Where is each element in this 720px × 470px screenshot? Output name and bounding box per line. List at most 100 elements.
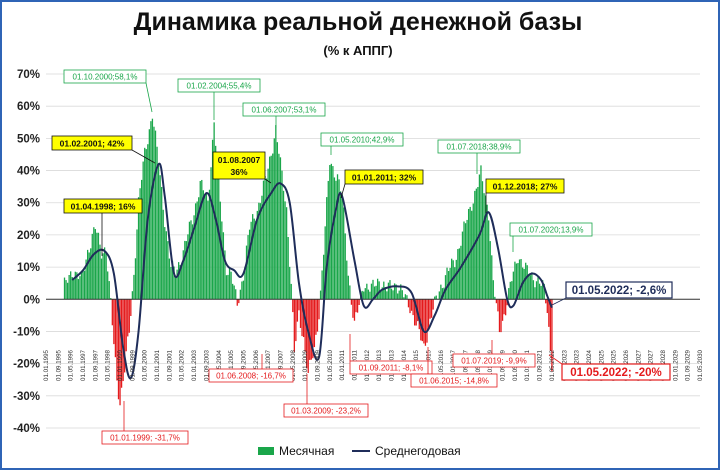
monthly-bar (324, 226, 326, 300)
monthly-bar (380, 290, 382, 300)
monthly-bar (375, 285, 377, 300)
annotation-leader (145, 82, 153, 113)
annotation-text: 01.02.2004;55,4% (187, 82, 252, 91)
monthly-bar (264, 176, 266, 300)
annotation-yellow: 01.08.2007 36% (212, 151, 272, 184)
monthly-bar (154, 130, 157, 300)
monthly-bar (430, 299, 433, 318)
monthly-bar (228, 268, 231, 300)
monthly-bar (376, 278, 379, 300)
annotation-text: 01.01.2011; 32% (352, 173, 417, 183)
monthly-bar (353, 299, 356, 321)
annotation-box (101, 430, 189, 445)
monthly-bar (343, 207, 345, 300)
monthly-bar (66, 282, 69, 300)
monthly-bar (543, 283, 545, 300)
monthly-bar (150, 121, 152, 300)
monthly-bar (144, 147, 146, 300)
annotation-text: 01.07.2018;38,9% (447, 143, 512, 152)
monthly-bar (386, 291, 388, 300)
monthly-bar (102, 253, 104, 300)
monthly-bar (90, 248, 92, 300)
monthly-bar (171, 260, 174, 300)
monthly-bar (127, 299, 129, 337)
monthly-bar (74, 271, 76, 300)
monthly-bar (471, 210, 473, 300)
annotation-red: 01.06.2015; -14,8% (410, 347, 498, 388)
x-tick-label: 01.05.1998 (105, 349, 112, 381)
x-tick-label: 01.01.2005 (228, 349, 235, 381)
monthly-bar (321, 270, 323, 300)
monthly-bar (202, 190, 204, 300)
chart-title: Динамика реальной денежной базы (133, 8, 583, 36)
monthly-bar (222, 232, 225, 300)
x-tick-label: 01.05.2002 (179, 349, 186, 381)
monthly-bar (327, 180, 329, 300)
monthly-bar (503, 299, 505, 315)
monthly-bar (281, 170, 283, 300)
monthly-bar (415, 299, 417, 326)
monthly-bar (156, 146, 158, 300)
monthly-bar (534, 287, 536, 300)
monthly-bar (182, 250, 184, 300)
monthly-bar (235, 289, 237, 300)
monthly-bar (393, 283, 396, 300)
monthly-bar (505, 299, 507, 316)
annotation-box (410, 373, 498, 388)
monthly-bar (208, 189, 211, 300)
monthly-bar (99, 244, 101, 300)
monthly-bar (540, 285, 542, 300)
monthly-bar (238, 299, 240, 304)
monthly-bar (346, 260, 348, 300)
x-tick-label: 01.09.1997 (92, 349, 99, 381)
monthly-bar (523, 268, 525, 300)
monthly-bar (528, 275, 530, 300)
monthly-bar (335, 180, 337, 300)
x-tick-label: 01.05.1996 (68, 349, 75, 381)
monthly-bar (267, 168, 269, 300)
annotation-text: 01.04.1998; 16% (71, 202, 136, 212)
monthly-bar (86, 249, 89, 300)
annotation-green: 01.06.2007;53,1% (242, 102, 326, 128)
monthly-bar (224, 250, 226, 300)
monthly-bar (136, 229, 138, 300)
monthly-bar (410, 299, 413, 311)
monthly-bar (275, 125, 277, 300)
monthly-bar (63, 277, 66, 300)
annotation-text: 01.01.1999; -31,7% (110, 434, 180, 443)
monthly-bar (423, 299, 425, 344)
monthly-bar (255, 220, 257, 300)
annotation-green: 01.07.2020;13,9% (509, 222, 593, 252)
annotation-green: 01.10.2000;58,1% (63, 69, 153, 113)
monthly-bar (162, 209, 164, 300)
annotation-leader (548, 354, 563, 365)
monthly-bar (287, 236, 289, 300)
y-tick-label: -30% (13, 391, 40, 403)
monthly-bar (319, 290, 322, 300)
monthly-bar (252, 214, 254, 300)
monthly-bar (188, 221, 191, 300)
monthly-bar (477, 187, 479, 300)
monthly-bar (356, 299, 359, 313)
monthly-bar (333, 177, 336, 300)
monthly-bar (185, 241, 188, 300)
x-tick-label: 01.09.2009 (314, 349, 321, 381)
annotation-yellow: 01.01.2011; 32% (340, 169, 424, 199)
monthly-bar (403, 297, 405, 300)
monthly-bar (538, 283, 541, 300)
monthly-bar (455, 259, 457, 300)
monthly-bar (440, 284, 442, 300)
monthly-bar (306, 299, 308, 369)
monthly-bar (313, 299, 316, 348)
monthly-bar (276, 142, 279, 300)
monthly-bar (336, 174, 339, 300)
monthly-bar (201, 179, 203, 300)
x-tick-label: 01.01.2029 (672, 349, 679, 381)
monthly-bar (421, 299, 424, 342)
monthly-bar (367, 289, 370, 300)
monthly-bar (483, 193, 485, 300)
monthly-bar (256, 210, 258, 300)
monthly-bar (295, 299, 297, 342)
annotation-box (242, 102, 326, 117)
monthly-bar (407, 299, 410, 308)
